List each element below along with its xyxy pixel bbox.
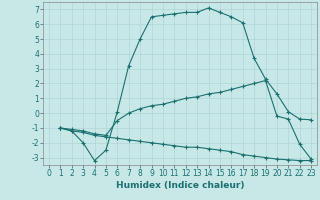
X-axis label: Humidex (Indice chaleur): Humidex (Indice chaleur) (116, 181, 244, 190)
